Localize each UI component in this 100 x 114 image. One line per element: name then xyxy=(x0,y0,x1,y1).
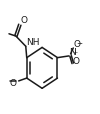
Text: +: + xyxy=(72,49,77,54)
Text: O: O xyxy=(20,16,27,25)
Text: −: − xyxy=(76,41,82,47)
Text: N: N xyxy=(69,47,76,56)
Text: O: O xyxy=(73,39,80,48)
Text: O: O xyxy=(73,57,80,66)
Text: NH: NH xyxy=(26,37,40,46)
Text: O: O xyxy=(10,78,17,87)
